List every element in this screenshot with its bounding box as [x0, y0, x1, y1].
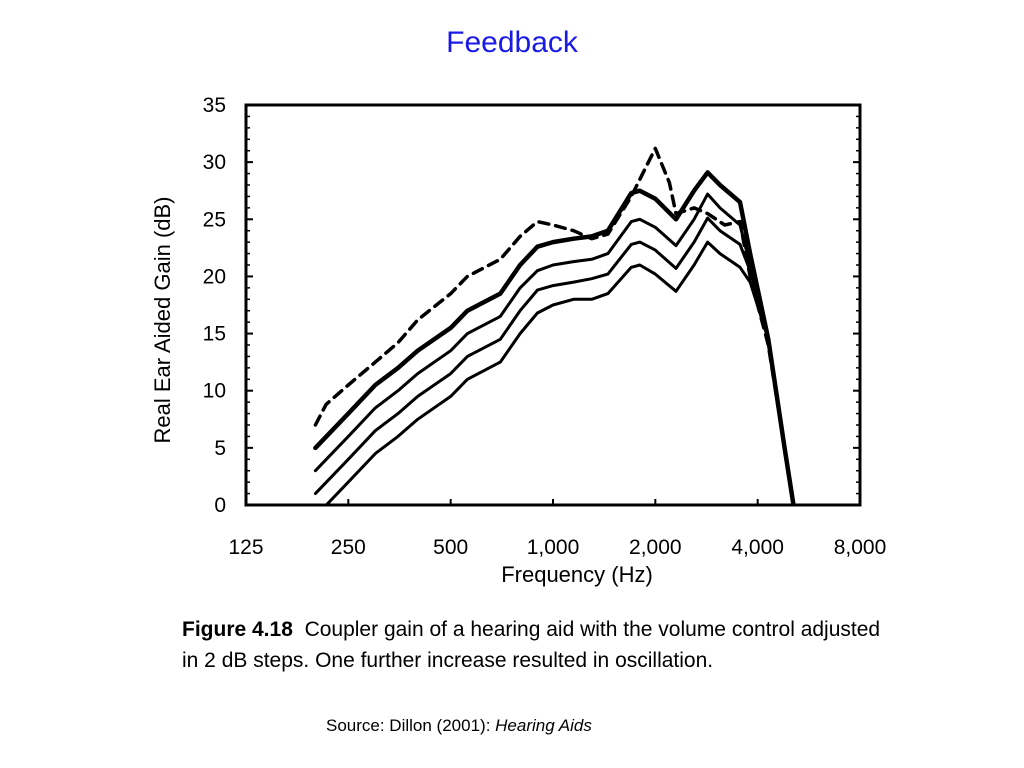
- series-line: [313, 170, 796, 506]
- series-line-dashed: [313, 146, 796, 506]
- caption-text: Coupler gain of a hearing aid with the v…: [182, 618, 881, 672]
- y-axis-label: Real Ear Aided Gain (dB): [150, 196, 175, 443]
- series-line: [313, 192, 795, 506]
- y-axis: 0 5 10 15 20 25 30 35: [203, 94, 860, 517]
- figure-caption: Figure 4.18 Coupler gain of a hearing ai…: [182, 614, 882, 676]
- x-tick-label: 2,000: [629, 536, 682, 559]
- source-book: Hearing Aids: [495, 716, 592, 735]
- x-tick-label: 500: [433, 536, 468, 559]
- y-tick-label: 0: [214, 494, 226, 517]
- y-tick-label: 10: [203, 380, 226, 403]
- series-group: [313, 146, 796, 506]
- figure-label: Figure 4.18: [182, 618, 293, 641]
- y-tick-label: 5: [214, 437, 226, 460]
- x-tick-label: 250: [331, 536, 366, 559]
- series-line: [313, 216, 795, 506]
- x-axis-label: Frequency (Hz): [501, 562, 653, 587]
- x-axis: 125 250 500 1,000 2,000 4,000 8,000: [228, 499, 886, 559]
- series-line: [323, 240, 795, 506]
- x-tick-label: 125: [228, 536, 263, 559]
- y-tick-label: 20: [203, 265, 226, 288]
- y-tick-label: 30: [203, 151, 226, 174]
- minor-ticks: [246, 115, 860, 495]
- x-tick-label: 8,000: [834, 536, 887, 559]
- x-tick-label: 1,000: [527, 536, 580, 559]
- y-tick-label: 35: [203, 94, 226, 117]
- page-title: Feedback: [446, 26, 578, 59]
- x-tick-label: 4,000: [731, 536, 784, 559]
- source-prefix: Source: Dillon (2001):: [326, 716, 496, 735]
- source-citation: Source: Dillon (2001): Hearing Aids: [326, 716, 592, 736]
- y-tick-label: 25: [203, 208, 226, 231]
- y-tick-label: 15: [203, 323, 226, 346]
- chart: 125 250 500 1,000 2,000 4,000 8,000 0 5 10 15 20 25…: [150, 94, 886, 587]
